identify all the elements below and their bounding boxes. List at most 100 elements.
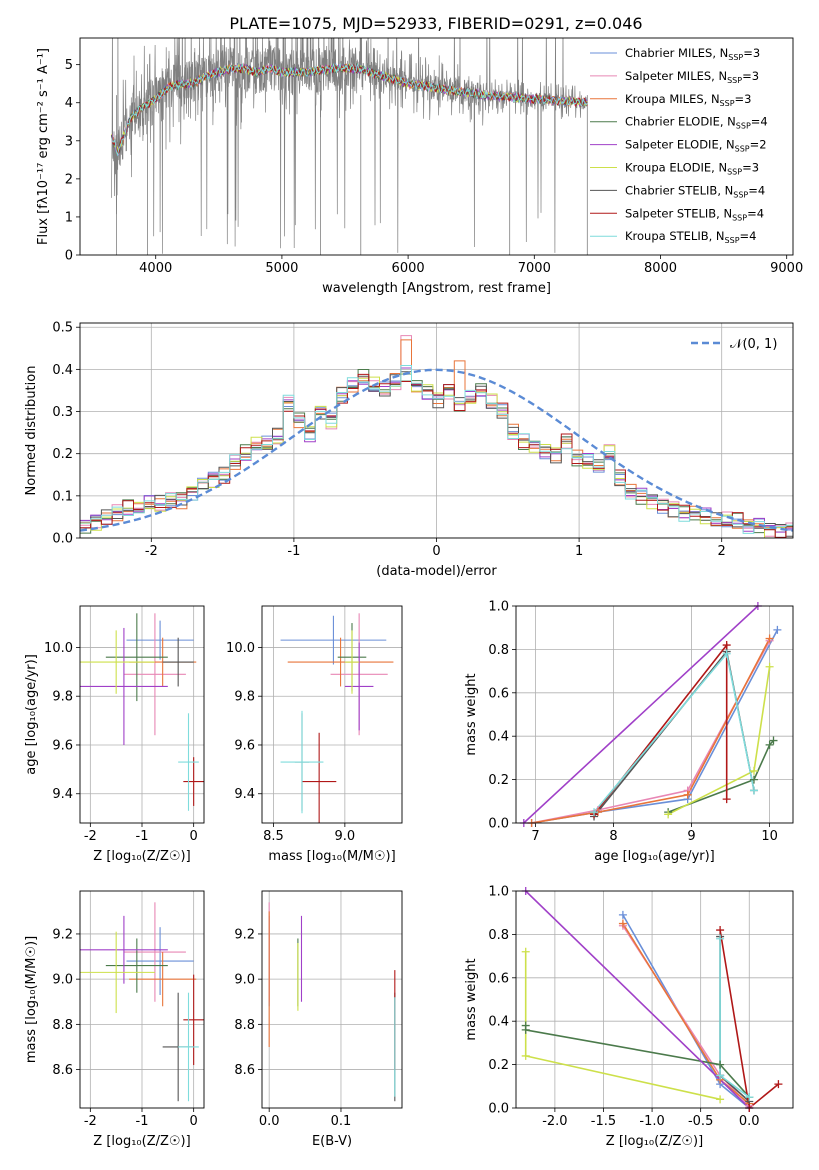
weight-marker <box>618 919 627 928</box>
weight-line-5 <box>523 606 759 823</box>
weight-marker <box>716 1071 725 1080</box>
panel-weight-vs-age: 7 8 9 10 0.0 0.2 0.4 0.6 0.8 1.0 age [log₁₀(age/yr… <box>464 600 794 864</box>
weight-marker <box>716 1095 725 1104</box>
histogram-series-9 <box>80 365 793 534</box>
x-axis-label: E(B-V) <box>312 1134 352 1149</box>
histogram-series-7 <box>80 371 793 537</box>
y-axis-label: mass [log₁₀(M/M☉)] <box>24 936 39 1063</box>
weight-marker <box>749 775 758 784</box>
y-axis-label: Normed distribution <box>24 366 39 496</box>
legend-entry: 𝒩(0, 1) <box>730 337 777 352</box>
legend-entry: Salpeter STELIB, NSSP=4 <box>625 206 764 222</box>
y-tick-label: 8.6 <box>52 1063 73 1078</box>
weight-marker <box>521 1025 530 1034</box>
x-tick-label: 8 <box>609 829 617 844</box>
weight-marker <box>521 1051 530 1060</box>
x-tick-label: -1 <box>136 829 149 844</box>
x-tick-label: 9000 <box>770 261 803 276</box>
weight-line-3 <box>531 638 771 823</box>
x-tick-label: -1 <box>287 544 300 559</box>
y-tick-label: 2 <box>65 172 73 187</box>
axes-frame <box>79 605 205 824</box>
x-tick-label: -2 <box>84 829 97 844</box>
y-tick-label: 9.2 <box>234 927 255 942</box>
weight-marker <box>683 790 692 799</box>
y-tick-label: 9.6 <box>234 738 255 753</box>
y-axis-label: mass weight <box>464 673 479 755</box>
plot-area <box>80 891 204 1108</box>
x-tick-label: 1 <box>575 544 583 559</box>
y-tick-label: 4 <box>65 96 73 111</box>
x-tick-label: 7 <box>531 829 539 844</box>
x-tick-label: 4000 <box>139 261 172 276</box>
x-axis-label: age [log₁₀(age/yr)] <box>594 849 715 864</box>
x-tick-label: 0.0 <box>739 1114 760 1129</box>
y-tick-label: 9.8 <box>52 690 73 705</box>
y-tick-label: 0.8 <box>488 928 509 943</box>
weight-line-7 <box>593 649 755 818</box>
x-tick-label: 6000 <box>392 261 425 276</box>
weight-marker <box>716 926 725 935</box>
x-tick-label: 0 <box>190 1114 198 1129</box>
y-tick-label: 9.8 <box>234 690 255 705</box>
figure-title: PLATE=1075, MJD=52933, FIBERID=0291, z=0… <box>229 14 642 33</box>
y-tick-label: 8.8 <box>52 1018 73 1033</box>
axes-frame <box>79 37 794 256</box>
normal-curve <box>80 368 793 532</box>
x-tick-label: 7000 <box>518 261 551 276</box>
x-tick-label: 5000 <box>265 261 298 276</box>
y-tick-label: 0.1 <box>52 489 73 504</box>
y-tick-label: 10.0 <box>44 641 73 656</box>
plot-area <box>262 891 402 1108</box>
x-tick-label: -2.0 <box>542 1114 567 1129</box>
y-tick-label: 0.2 <box>52 447 73 462</box>
weight-marker <box>722 649 731 658</box>
legend-entry: Kroupa ELODIE, NSSP=3 <box>625 161 759 177</box>
weight-marker <box>716 1060 725 1069</box>
y-tick-label: 9.0 <box>52 973 73 988</box>
panel-mass-vs-Z: -2 -1 0 8.6 8.8 9.0 9.2 Z [log₁₀(Z/Z☉)] mass [lo… <box>24 890 205 1149</box>
y-tick-label: 0.0 <box>488 817 509 832</box>
axes-frame <box>79 322 794 539</box>
x-tick-label: -1.0 <box>639 1114 664 1129</box>
y-tick-label: 5 <box>65 58 73 73</box>
x-axis-label: wavelength [Angstrom, rest frame] <box>322 281 551 296</box>
panel-age-vs-mass: 8.5 9.0 9.4 9.6 9.8 10.0 mass [log₁₀(M/M☉)] <box>226 605 403 864</box>
y-tick-label: 0.0 <box>52 532 73 547</box>
x-axis-label: Z [log₁₀(Z/Z☉)] <box>93 849 190 864</box>
weight-marker <box>765 634 774 643</box>
weight-marker <box>765 740 774 749</box>
model-spectrum-line-6 <box>111 62 588 152</box>
y-tick-label: 0.2 <box>488 773 509 788</box>
weight-line-2 <box>531 640 771 823</box>
weight-line-4 <box>667 739 775 813</box>
y-tick-label: 8.8 <box>234 1018 255 1033</box>
y-tick-label: 0 <box>65 249 73 264</box>
legend-entry: Chabrier MILES, NSSP=3 <box>625 46 760 62</box>
legend-entry: Salpeter MILES, NSSP=3 <box>625 69 759 85</box>
legend-entry: Chabrier ELODIE, NSSP=4 <box>625 115 768 131</box>
weight-marker <box>590 808 599 817</box>
plot-area <box>80 606 204 823</box>
weight-line-4 <box>524 1025 750 1098</box>
y-tick-label: 9.0 <box>234 973 255 988</box>
panel-spectrum: 4000 5000 6000 7000 8000 9000 0 1 2 3 4 5 wavelength… <box>36 37 803 296</box>
y-tick-label: 9.4 <box>234 787 255 802</box>
panel-residuals: -2 -1 0 1 2 0.0 0.1 0.2 0.3 0.4 0.5 (data-model)/er… <box>24 321 794 579</box>
x-tick-label: 8000 <box>644 261 677 276</box>
y-tick-label: 0.3 <box>52 405 73 420</box>
x-axis-label: Z [log₁₀(Z/Z☉)] <box>93 1134 190 1149</box>
x-tick-label: -2 <box>145 544 158 559</box>
x-tick-label: 9 <box>687 829 695 844</box>
y-tick-label: 0.4 <box>488 730 509 745</box>
x-tick-label: -1.5 <box>591 1114 616 1129</box>
weight-marker <box>769 736 778 745</box>
y-tick-label: 9.4 <box>52 787 73 802</box>
x-tick-label: 2 <box>718 544 726 559</box>
plot-area <box>80 323 793 538</box>
x-tick-label: 10 <box>761 829 778 844</box>
y-tick-label: 1.0 <box>488 600 509 615</box>
legend-entry: Salpeter ELODIE, NSSP=2 <box>625 138 767 154</box>
legend-entry: Kroupa MILES, NSSP=3 <box>625 92 751 108</box>
